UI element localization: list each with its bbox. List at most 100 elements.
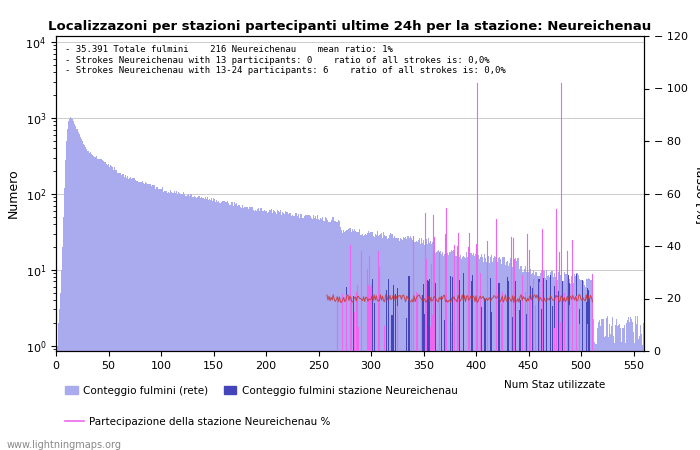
Bar (238, 205, 239, 450)
Bar (441, 298, 442, 450)
Bar (359, 229, 360, 450)
Bar (512, 267, 513, 450)
Bar (108, 163, 109, 450)
Bar (255, 211, 256, 450)
Bar (351, 230, 353, 450)
Bar (217, 202, 218, 450)
Bar (236, 202, 237, 450)
Bar (172, 193, 173, 450)
Bar (418, 240, 419, 450)
Bar (462, 257, 463, 450)
Bar (345, 231, 346, 450)
Bar (526, 314, 527, 450)
Bar (86, 149, 87, 450)
Bar (284, 214, 286, 450)
Bar (443, 256, 444, 450)
Bar (235, 204, 236, 450)
Text: www.lightningmaps.org: www.lightningmaps.org (7, 440, 122, 450)
Bar (489, 263, 490, 450)
Bar (288, 213, 290, 450)
Bar (547, 276, 548, 450)
Bar (250, 207, 251, 450)
Bar (189, 196, 190, 450)
Bar (567, 276, 568, 450)
Bar (594, 342, 595, 450)
Bar (630, 317, 631, 450)
Bar (549, 277, 550, 450)
Bar (93, 156, 95, 450)
Bar (458, 257, 460, 450)
Y-axis label: Numero: Numero (7, 169, 20, 218)
Bar (374, 234, 376, 450)
Bar (251, 207, 252, 450)
Bar (556, 271, 557, 450)
Bar (477, 255, 479, 450)
Bar (112, 167, 113, 450)
Bar (256, 211, 257, 450)
Bar (197, 197, 198, 450)
Bar (220, 203, 221, 450)
Bar (134, 179, 135, 450)
Bar (412, 240, 414, 450)
Bar (336, 221, 337, 450)
Bar (454, 256, 456, 450)
Bar (550, 275, 551, 450)
Bar (617, 326, 618, 450)
Bar (102, 160, 103, 450)
Bar (378, 236, 379, 450)
Bar (527, 294, 528, 450)
Bar (195, 197, 196, 450)
Bar (158, 189, 160, 450)
Bar (356, 232, 357, 450)
Bar (281, 215, 282, 450)
Bar (257, 209, 258, 450)
Bar (525, 266, 526, 450)
Bar (109, 167, 110, 450)
Bar (452, 252, 454, 450)
Bar (216, 200, 217, 450)
Bar (559, 275, 561, 450)
Bar (177, 194, 178, 450)
Bar (148, 184, 149, 450)
Bar (149, 184, 150, 450)
Bar (346, 287, 347, 450)
Bar (260, 207, 261, 450)
Bar (137, 181, 139, 450)
Bar (127, 176, 128, 450)
Bar (292, 216, 293, 450)
Bar (479, 259, 480, 450)
Bar (511, 259, 512, 450)
Bar (407, 236, 408, 450)
Bar (614, 343, 615, 450)
Bar (342, 233, 343, 450)
Bar (540, 270, 542, 450)
Bar (544, 271, 545, 450)
Bar (59, 310, 60, 450)
Bar (391, 234, 393, 450)
Bar (311, 218, 312, 450)
Bar (481, 254, 482, 450)
Bar (152, 185, 153, 450)
Bar (362, 234, 363, 450)
Bar (145, 182, 146, 450)
Bar (277, 211, 278, 450)
Bar (132, 178, 133, 450)
Bar (389, 235, 391, 450)
Bar (192, 197, 193, 450)
Bar (406, 319, 407, 450)
Bar (240, 207, 241, 450)
Bar (592, 329, 593, 450)
Bar (569, 283, 570, 450)
Bar (162, 192, 164, 450)
Bar (278, 211, 279, 450)
Bar (265, 211, 267, 450)
Bar (307, 215, 309, 450)
Bar (349, 228, 351, 450)
Bar (485, 300, 486, 450)
Bar (347, 230, 349, 450)
Bar (445, 249, 446, 450)
Bar (223, 201, 225, 450)
Bar (169, 193, 170, 450)
Bar (385, 236, 386, 450)
Bar (446, 276, 447, 450)
